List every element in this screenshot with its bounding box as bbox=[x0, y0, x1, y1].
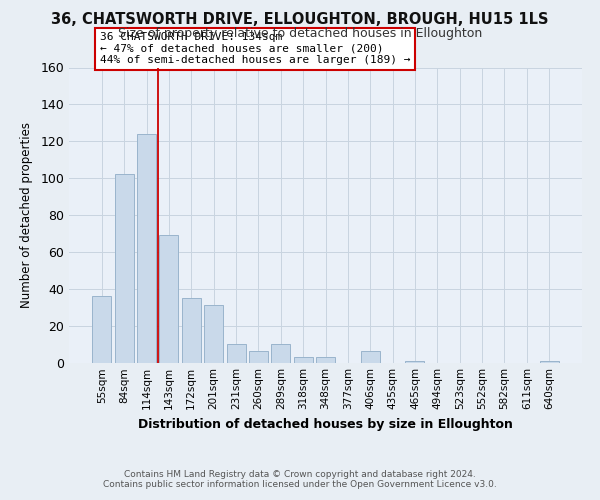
Bar bbox=[227, 344, 245, 362]
Bar bbox=[406, 360, 424, 362]
Text: Contains HM Land Registry data © Crown copyright and database right 2024.
Contai: Contains HM Land Registry data © Crown c… bbox=[103, 470, 497, 489]
Bar bbox=[204, 306, 223, 362]
Bar bbox=[293, 357, 313, 362]
Bar bbox=[115, 174, 134, 362]
X-axis label: Distribution of detached houses by size in Elloughton: Distribution of detached houses by size … bbox=[138, 418, 513, 431]
Bar bbox=[316, 357, 335, 362]
Bar bbox=[271, 344, 290, 362]
Text: 36 CHATSWORTH DRIVE: 134sqm
← 47% of detached houses are smaller (200)
44% of se: 36 CHATSWORTH DRIVE: 134sqm ← 47% of det… bbox=[100, 32, 410, 66]
Bar bbox=[182, 298, 201, 362]
Bar bbox=[361, 352, 380, 362]
Bar bbox=[160, 236, 178, 362]
Bar bbox=[137, 134, 156, 362]
Bar bbox=[92, 296, 112, 362]
Text: Size of property relative to detached houses in Elloughton: Size of property relative to detached ho… bbox=[118, 28, 482, 40]
Bar bbox=[249, 352, 268, 362]
Text: 36, CHATSWORTH DRIVE, ELLOUGHTON, BROUGH, HU15 1LS: 36, CHATSWORTH DRIVE, ELLOUGHTON, BROUGH… bbox=[51, 12, 549, 28]
Y-axis label: Number of detached properties: Number of detached properties bbox=[20, 122, 34, 308]
Bar bbox=[539, 360, 559, 362]
